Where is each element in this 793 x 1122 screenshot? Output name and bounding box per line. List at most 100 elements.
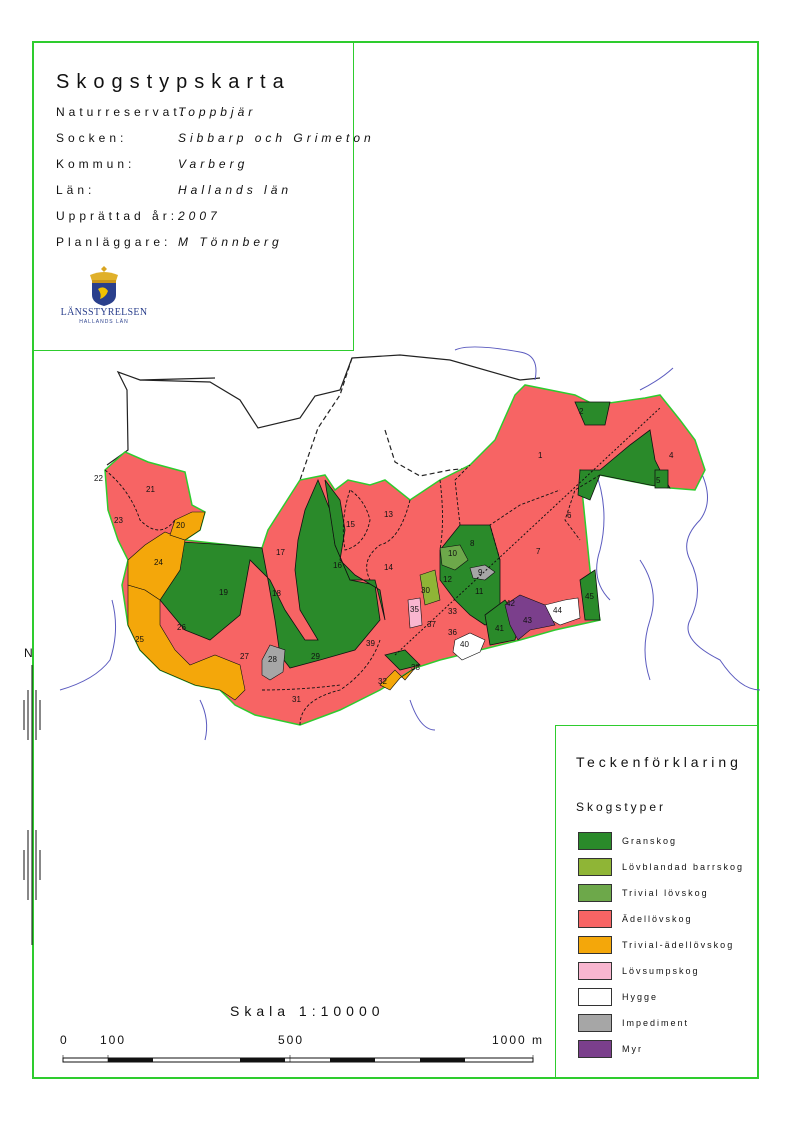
legend-label: Impediment xyxy=(622,1018,690,1028)
scale-tick: 100 xyxy=(100,1033,127,1047)
stand-label: 33 xyxy=(448,607,457,616)
trivial-adellovskog-stands xyxy=(127,511,416,701)
legend-swatch xyxy=(578,910,612,928)
stand-label: 22 xyxy=(94,474,103,483)
stand-label: 18 xyxy=(272,589,281,598)
legend-label: Myr xyxy=(622,1044,643,1054)
map-frame xyxy=(32,41,759,1079)
reserve-area xyxy=(104,384,706,726)
stand-label: 31 xyxy=(292,695,301,704)
info-box: Skogstypskarta Naturreservat: Toppbjär S… xyxy=(34,43,371,351)
info-key: Naturreservat: xyxy=(56,105,189,119)
scale-tick: 0 xyxy=(60,1033,69,1047)
info-key: Län: xyxy=(56,183,96,197)
stand-label: 12 xyxy=(443,575,452,584)
stand-label: 38 xyxy=(411,663,420,672)
north-label: N xyxy=(24,646,33,660)
stand-label: 29 xyxy=(311,652,320,661)
crown-lion-emblem-icon xyxy=(90,266,118,306)
legend-swatch xyxy=(578,858,612,876)
legend-swatch xyxy=(578,936,612,954)
stand-label: 14 xyxy=(384,563,393,572)
stand-label: 30 xyxy=(421,586,430,595)
stand-label: 42 xyxy=(506,599,515,608)
impediment-stands xyxy=(261,564,496,681)
lovblandad-stand xyxy=(419,569,441,606)
stand-label: 45 xyxy=(585,592,594,601)
logo-name: LÄNSSTYRELSEN xyxy=(60,307,148,318)
stand-label: 4 xyxy=(669,451,674,460)
info-value: M Tönnberg xyxy=(178,235,283,249)
legend-label: Hygge xyxy=(622,992,659,1002)
scale-label: Skala 1:10000 xyxy=(230,1003,385,1019)
stand-label: 5 xyxy=(656,476,661,485)
scale-bar xyxy=(62,1055,534,1063)
logo-subtitle: HALLANDS LÄN xyxy=(79,319,129,325)
info-value: Varberg xyxy=(178,157,249,171)
stand-label: 13 xyxy=(384,510,393,519)
stand-label: 26 xyxy=(177,623,186,632)
lovsumpskog-stand xyxy=(407,597,423,629)
stand-label: 2 xyxy=(579,407,584,416)
stand-label: 10 xyxy=(448,549,457,558)
stand-label: 17 xyxy=(276,548,285,557)
info-key: Kommun: xyxy=(56,157,136,171)
stand-label: 24 xyxy=(154,558,163,567)
stand-label: 44 xyxy=(553,606,562,615)
stand-label: 11 xyxy=(475,587,484,596)
streams xyxy=(59,346,761,741)
info-value: 2007 xyxy=(178,209,221,223)
stand-label: 36 xyxy=(448,628,457,637)
legend-label: Lövblandad barrskog xyxy=(622,862,745,872)
stand-label: 41 xyxy=(495,624,504,633)
north-arrow-icon xyxy=(23,665,41,945)
legend-swatch xyxy=(578,962,612,980)
stand-label: 23 xyxy=(114,516,123,525)
legend-label: Lövsumpskog xyxy=(622,966,700,976)
stand-label: 25 xyxy=(135,635,144,644)
legend-swatch xyxy=(578,1014,612,1032)
info-key: Upprättad år: xyxy=(56,209,179,223)
power-line xyxy=(394,407,661,656)
map-title: Skogstypskarta xyxy=(56,71,291,93)
info-value: Sibbarp och Grimeton xyxy=(178,131,375,145)
myr-stand xyxy=(504,594,556,641)
stand-label: 37 xyxy=(427,620,436,629)
stand-label: 6 xyxy=(567,511,572,520)
legend-subtitle: Skogstyper xyxy=(576,800,667,814)
scale-tick: 1000 m xyxy=(492,1033,545,1047)
legend-title: Teckenförklaring xyxy=(576,754,742,770)
stand-label: 19 xyxy=(219,588,228,597)
stand-label: 43 xyxy=(523,616,532,625)
info-key: Planläggare: xyxy=(56,235,172,249)
stand-label: 7 xyxy=(536,547,541,556)
legend-label: Ädellövskog xyxy=(622,914,693,924)
stand-label: 35 xyxy=(410,605,419,614)
info-value: Hallands län xyxy=(178,183,293,197)
info-value: Toppbjär xyxy=(178,105,257,119)
stand-label: 32 xyxy=(378,677,387,686)
stand-boundaries xyxy=(104,464,601,726)
legend-swatch xyxy=(578,988,612,1006)
stand-label: 20 xyxy=(176,521,185,530)
stand-label: 15 xyxy=(346,520,355,529)
legend-label: Trivial-ädellövskog xyxy=(622,940,735,950)
legend-label: Granskog xyxy=(622,836,678,846)
info-key: Socken: xyxy=(56,131,128,145)
scale-tick: 500 xyxy=(278,1033,305,1047)
trivial-lovskog-stand xyxy=(439,544,469,571)
legend: Teckenförklaring Skogstyper Granskog Löv… xyxy=(555,725,759,1079)
stand-label: 1 xyxy=(538,451,543,460)
stand-label: 16 xyxy=(333,561,342,570)
lansstyrelsen-logo: LÄNSSTYRELSEN HALLANDS LÄN xyxy=(54,263,154,325)
legend-swatch xyxy=(578,884,612,902)
stand-label: 39 xyxy=(366,639,375,648)
legend-label: Trivial lövskog xyxy=(622,888,709,898)
stand-label: 27 xyxy=(240,652,249,661)
stand-label: 21 xyxy=(146,485,155,494)
stand-label: 28 xyxy=(268,655,277,664)
stand-labels: 1 2 4 5 6 7 8 9 10 11 12 13 14 15 16 17 … xyxy=(94,407,674,704)
legend-swatch xyxy=(578,1040,612,1058)
stand-label: 8 xyxy=(470,539,475,548)
